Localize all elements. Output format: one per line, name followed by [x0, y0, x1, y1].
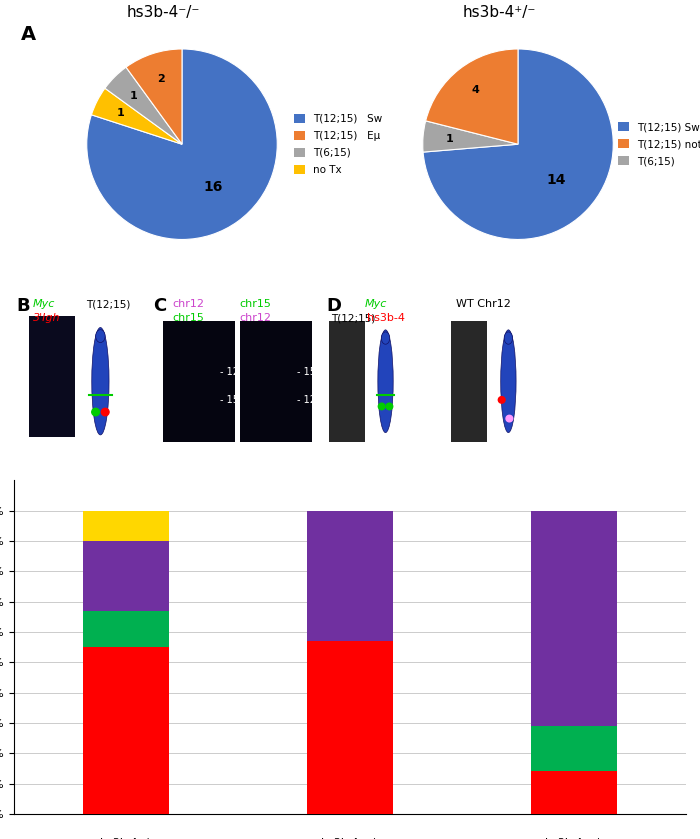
Text: D: D: [326, 297, 341, 315]
Text: Myc: Myc: [365, 299, 387, 309]
Text: C: C: [153, 297, 167, 315]
Text: chr12: chr12: [172, 299, 204, 309]
Text: 3'Igh: 3'Igh: [33, 313, 61, 323]
Text: - 12: - 12: [220, 367, 239, 377]
Text: T(12;15): T(12;15): [331, 313, 375, 323]
Circle shape: [102, 409, 109, 416]
Bar: [29, 315, 76, 437]
Text: 14: 14: [547, 173, 566, 187]
Circle shape: [378, 404, 385, 409]
Wedge shape: [426, 49, 518, 144]
Text: 1: 1: [130, 91, 137, 101]
Text: - 15: - 15: [220, 395, 239, 405]
Title: hs3b-4⁻/⁻: hs3b-4⁻/⁻: [126, 5, 200, 20]
Text: 2: 2: [157, 74, 164, 84]
Bar: [239, 320, 312, 442]
Text: chr12: chr12: [239, 313, 272, 323]
Bar: [307, 511, 393, 641]
Text: A: A: [21, 25, 36, 44]
Text: hs3b,4 -/-: hs3b,4 -/-: [99, 838, 153, 839]
Wedge shape: [423, 121, 518, 152]
Text: chr15: chr15: [172, 313, 204, 323]
Wedge shape: [126, 49, 182, 144]
Bar: [531, 511, 617, 726]
Text: 1: 1: [117, 108, 125, 118]
Text: Myc: Myc: [33, 299, 55, 309]
Text: hs3b,4 +/-: hs3b,4 +/-: [321, 838, 379, 839]
Bar: [83, 647, 169, 814]
Text: - 12: - 12: [298, 395, 316, 405]
Text: - 15: - 15: [298, 367, 316, 377]
Legend: T(12;15) Sw, T(12;15) not done, T(6;15): T(12;15) Sw, T(12;15) not done, T(6;15): [619, 122, 700, 166]
Ellipse shape: [96, 330, 105, 342]
Legend: T(12;15)   Sw, T(12;15)   Eμ, T(6;15), no Tx: T(12;15) Sw, T(12;15) Eμ, T(6;15), no Tx: [295, 113, 382, 175]
Bar: [83, 611, 169, 647]
Bar: [83, 541, 169, 611]
Ellipse shape: [382, 332, 390, 344]
Ellipse shape: [500, 330, 516, 433]
Wedge shape: [423, 49, 613, 239]
Circle shape: [498, 397, 505, 404]
Circle shape: [506, 415, 512, 422]
Bar: [307, 641, 393, 814]
Text: chr15: chr15: [239, 299, 272, 309]
Text: hs3b-4: hs3b-4: [368, 313, 405, 323]
Title: hs3b-4⁺/⁻: hs3b-4⁺/⁻: [462, 5, 536, 20]
Wedge shape: [87, 49, 277, 239]
Wedge shape: [92, 88, 182, 144]
Bar: [531, 726, 617, 771]
Ellipse shape: [504, 332, 512, 344]
Text: 1: 1: [446, 133, 454, 143]
Circle shape: [386, 404, 393, 409]
Bar: [329, 320, 365, 442]
Bar: [163, 320, 235, 442]
Text: T(12;15): T(12;15): [86, 299, 130, 309]
Text: B: B: [16, 297, 29, 315]
Ellipse shape: [92, 327, 109, 435]
Wedge shape: [105, 67, 182, 144]
Bar: [531, 771, 617, 814]
Text: 4: 4: [472, 85, 480, 95]
Text: hs3b,4 +/-: hs3b,4 +/-: [545, 838, 603, 839]
Ellipse shape: [378, 330, 393, 433]
Bar: [451, 320, 487, 442]
Bar: [83, 511, 169, 541]
Text: 16: 16: [203, 180, 223, 194]
Text: WT Chr12: WT Chr12: [456, 299, 510, 309]
Circle shape: [92, 409, 99, 416]
